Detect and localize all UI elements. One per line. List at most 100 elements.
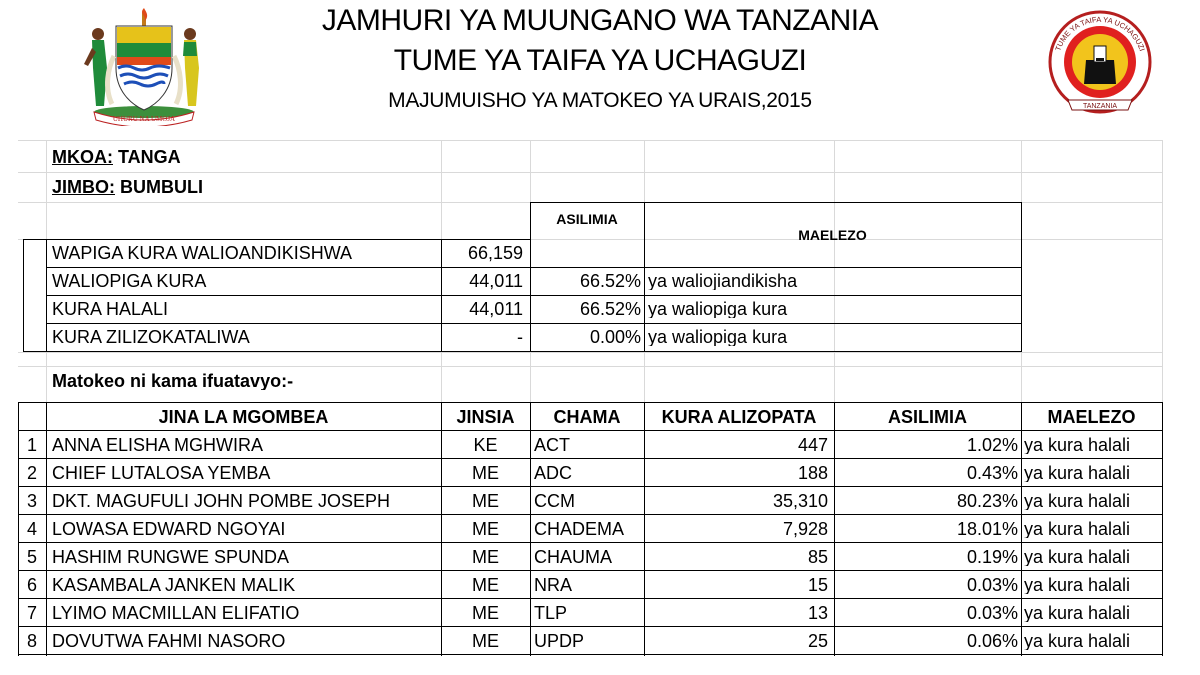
jimbo-value: BUMBULI	[120, 178, 204, 196]
candidate-name: DKT. MAGUFULI JOHN POMBE JOSEPH	[52, 492, 391, 510]
candidate-number: 3	[26, 492, 37, 510]
summary-asilimia-header: ASILIMIA	[556, 212, 618, 226]
candidate-gender: ME	[472, 632, 499, 650]
candidate-percent: 80.23%	[956, 492, 1018, 510]
candidate-gender: ME	[472, 576, 499, 594]
candidate-party: ACT	[534, 436, 570, 454]
candidate-number: 5	[26, 548, 37, 566]
candidate-number: 6	[26, 576, 37, 594]
summary-row-label: WALIOPIGA KURA	[52, 272, 207, 290]
candidate-party: CHAUMA	[534, 548, 613, 566]
summary-row-label: WAPIGA KURA WALIOANDIKISHWA	[52, 244, 353, 262]
header-party: CHAMA	[553, 408, 621, 426]
results-sheet: MKOA: TANGA JIMBO: BUMBULI ASILIMIA MAEL…	[18, 140, 1163, 662]
header-gender: JINSIA	[456, 408, 515, 426]
mkoa-row: MKOA: TANGA	[52, 148, 181, 166]
candidate-party: CCM	[534, 492, 575, 510]
row-separator	[18, 570, 1163, 571]
title-report: MAJUMUISHO YA MATOKEO YA URAIS,2015	[388, 89, 812, 112]
summary-row-percent: 66.52%	[579, 272, 641, 290]
candidate-name: ANNA ELISHA MGHWIRA	[52, 436, 264, 454]
summary-row-label: KURA ZILIZOKATALIWA	[52, 328, 250, 346]
candidate-note: ya kura halali	[1024, 492, 1131, 510]
summary-row-value: 66,159	[467, 244, 523, 262]
candidate-name: LYIMO MACMILLAN ELIFATIO	[52, 604, 300, 622]
candidate-number: 8	[26, 632, 37, 650]
jimbo-row: JIMBO: BUMBULI	[52, 178, 203, 196]
candidate-name: DOVUTWA FAHMI NASORO	[52, 632, 286, 650]
candidate-gender: ME	[472, 548, 499, 566]
candidate-party: TLP	[534, 604, 568, 622]
results-intro: Matokeo ni kama ifuatavyo:-	[52, 372, 294, 390]
summary-row-value: 44,011	[469, 300, 523, 318]
candidate-percent: 0.03%	[966, 576, 1018, 594]
summary-row-label: KURA HALALI	[52, 300, 169, 318]
header-votes: KURA ALIZOPATA	[661, 408, 817, 426]
row-separator	[18, 486, 1163, 487]
candidate-note: ya kura halali	[1024, 548, 1131, 566]
candidate-party: UPDP	[534, 632, 585, 650]
candidate-votes: 188	[797, 464, 828, 482]
seal-bottom-text: TANZANIA	[1083, 103, 1117, 110]
candidate-percent: 0.19%	[966, 548, 1018, 566]
candidate-number: 7	[26, 604, 37, 622]
candidate-name: KASAMBALA JANKEN MALIK	[52, 576, 296, 594]
candidate-votes: 25	[807, 632, 828, 650]
mkoa-label: MKOA:	[52, 148, 113, 166]
candidate-percent: 18.01%	[956, 520, 1018, 538]
logo-motto-text: UHURU NA UMOJA	[113, 115, 175, 123]
header-note: MAELEZO	[1047, 408, 1136, 426]
candidate-gender: KE	[473, 436, 498, 454]
candidate-note: ya kura halali	[1024, 520, 1131, 538]
row-separator	[18, 458, 1163, 459]
document-header: UHURU NA UMOJA JAMHURI YA MUUNGANO WA TA…	[0, 0, 1200, 140]
candidate-number: 1	[26, 436, 37, 454]
candidate-note: ya kura halali	[1024, 632, 1131, 650]
candidate-party: NRA	[534, 576, 573, 594]
title-commission: TUME YA TAIFA YA UCHAGUZI	[393, 44, 807, 77]
header-percent: ASILIMIA	[888, 408, 967, 426]
row-separator	[18, 430, 1163, 431]
candidate-gender: ME	[472, 464, 499, 482]
summary-row-note: ya waliopiga kura	[648, 300, 788, 318]
summary-row-note: ya waliopiga kura	[648, 328, 788, 346]
summary-row-note: ya waliojiandikisha	[648, 272, 798, 290]
summary-row-percent: 66.52%	[579, 300, 641, 318]
candidate-party: CHADEMA	[534, 520, 625, 538]
mkoa-value: TANGA	[118, 148, 181, 166]
candidate-gender: ME	[472, 604, 499, 622]
coat-of-arms-logo: UHURU NA UMOJA	[84, 8, 199, 126]
candidate-party: ADC	[534, 464, 573, 482]
candidate-note: ya kura halali	[1024, 604, 1131, 622]
candidate-gender: ME	[472, 492, 499, 510]
candidate-percent: 0.06%	[966, 632, 1018, 650]
summary-row-value: 44,011	[469, 272, 523, 290]
candidate-note: ya kura halali	[1024, 464, 1131, 482]
candidate-percent: 1.02%	[966, 436, 1018, 454]
candidate-votes: 7,928	[782, 520, 828, 538]
row-separator	[18, 626, 1163, 627]
candidate-number: 4	[26, 520, 37, 538]
summary-row-percent: 0.00%	[589, 328, 641, 346]
candidate-name: CHIEF LUTALOSA YEMBA	[52, 464, 271, 482]
commission-seal-logo: TUME YA TAIFA YA UCHAGUZI TANZANIA	[1048, 10, 1152, 114]
row-separator	[18, 598, 1163, 599]
candidate-name: LOWASA EDWARD NGOYAI	[52, 520, 286, 538]
candidate-percent: 0.43%	[966, 464, 1018, 482]
row-separator	[18, 542, 1163, 543]
candidate-votes: 447	[797, 436, 828, 454]
candidate-votes: 13	[807, 604, 828, 622]
candidate-gender: ME	[472, 520, 499, 538]
table-bottom-border	[18, 654, 1163, 655]
title-country: JAMHURI YA MUUNGANO WA TANZANIA	[321, 4, 879, 37]
candidate-votes: 35,310	[772, 492, 828, 510]
candidate-percent: 0.03%	[966, 604, 1018, 622]
candidate-note: ya kura halali	[1024, 436, 1131, 454]
row-separator	[18, 514, 1163, 515]
candidate-votes: 85	[807, 548, 828, 566]
candidate-number: 2	[26, 464, 37, 482]
jimbo-label: JIMBO:	[52, 178, 115, 196]
summary-maelezo-header: MAELEZO	[798, 228, 867, 242]
candidate-name: HASHIM RUNGWE SPUNDA	[52, 548, 290, 566]
candidate-votes: 15	[807, 576, 828, 594]
